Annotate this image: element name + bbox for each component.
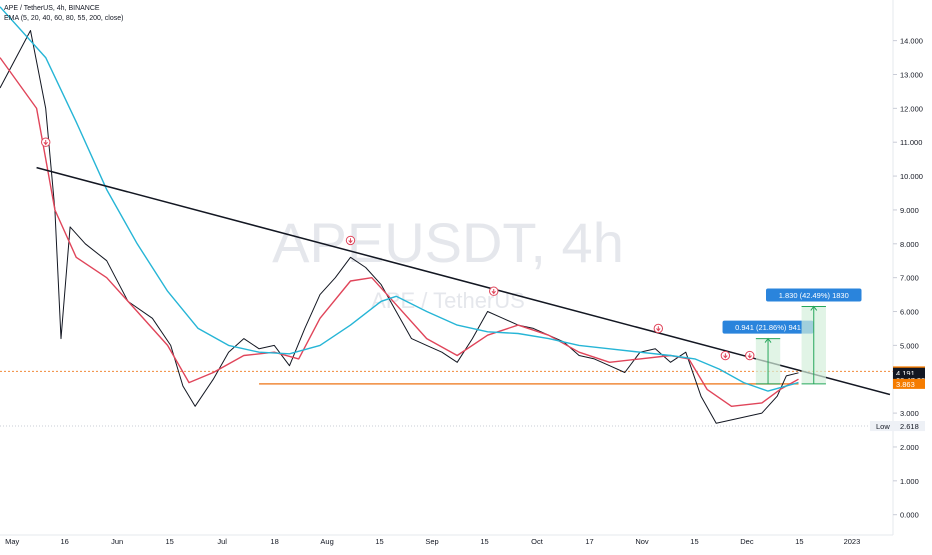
time-tick-label: Oct bbox=[531, 537, 544, 546]
time-tick-label: 18 bbox=[270, 537, 278, 546]
time-axis[interactable]: May 16 Jun 15 Jul 18 Aug 15 Sep 15 Oct 17 Nov 15 Dec 15… bbox=[5, 537, 860, 546]
time-tick-label: Jul bbox=[217, 537, 227, 546]
price-tick-label: 1.000 bbox=[900, 477, 919, 486]
low-label-value: 2.618 bbox=[900, 422, 919, 431]
down-arrow-marker bbox=[745, 350, 755, 361]
low-label: Low 2.618 bbox=[870, 421, 925, 432]
projection-label-bg bbox=[766, 288, 862, 302]
price-tick-label: 5.000 bbox=[900, 341, 919, 350]
price-tick-label: 0.000 bbox=[900, 511, 919, 520]
down-arrow-marker bbox=[720, 350, 731, 361]
time-tick-label: 2023 bbox=[844, 537, 861, 546]
price-tick-label: 3.000 bbox=[900, 409, 919, 418]
series-line-1 bbox=[0, 57, 799, 407]
price-label-bg bbox=[893, 367, 925, 378]
down-arrow-glyph bbox=[656, 326, 661, 332]
price-tick-label: 6.000 bbox=[900, 308, 919, 317]
time-tick-label: May bbox=[5, 537, 19, 546]
chart-header: APE / TetherUS, 4h, BINANCE EMA (5, 20, … bbox=[4, 4, 123, 24]
down-arrow-glyph bbox=[43, 140, 48, 146]
down-arrow-marker bbox=[41, 137, 51, 147]
time-tick-label: 15 bbox=[690, 537, 698, 546]
down-arrow-glyph bbox=[747, 353, 752, 359]
projection-arrow-head bbox=[764, 337, 772, 343]
price-tick-label: 8.000 bbox=[900, 240, 919, 249]
down-arrow-glyph bbox=[723, 353, 728, 359]
price-label: 4.191 bbox=[893, 367, 925, 378]
projection-box: 0.941 (21.86%) 941 bbox=[722, 320, 814, 385]
projection-label-bg bbox=[722, 320, 814, 334]
low-label-name: Low bbox=[876, 422, 890, 431]
time-tick-label: 15 bbox=[375, 537, 383, 546]
watermark-sub: APE / TetherUS bbox=[371, 288, 525, 313]
down-arrow-glyph bbox=[348, 238, 353, 244]
price-tick-label: 13.000 bbox=[900, 70, 923, 79]
price-tick-label: 11.000 bbox=[900, 138, 922, 147]
price-tick-label: 14.000 bbox=[900, 37, 923, 46]
price-tick-label: 12.000 bbox=[900, 104, 923, 113]
watermark: APEUSDT, 4h APE / TetherUS bbox=[272, 211, 624, 313]
price-axis[interactable]: 0.0001.0002.0003.0004.0005.0006.0007.000… bbox=[893, 37, 923, 520]
price-tick-label: 2.000 bbox=[900, 443, 919, 452]
time-tick-label: 15 bbox=[795, 537, 803, 546]
projection-box: 1.830 (42.49%) 1830 bbox=[766, 288, 862, 385]
projection-label: 1.830 (42.49%) 1830 bbox=[779, 291, 849, 300]
price-tick-label: 7.000 bbox=[900, 274, 919, 283]
price-label-text: 4.191 bbox=[896, 369, 915, 378]
price-tick-label: 9.000 bbox=[900, 206, 919, 215]
time-tick-label: Nov bbox=[635, 537, 649, 546]
down-arrow-glyph bbox=[491, 289, 496, 295]
down-arrow-marker bbox=[345, 235, 356, 246]
time-tick-label: Aug bbox=[320, 537, 333, 546]
price-tick-label: 10.000 bbox=[900, 172, 923, 181]
price-label-text: 3.863 bbox=[896, 380, 915, 389]
time-tick-label: 17 bbox=[585, 537, 593, 546]
low-label-bg bbox=[870, 421, 925, 432]
down-arrow-marker bbox=[489, 286, 499, 296]
time-tick-label: Dec bbox=[740, 537, 754, 546]
price-label: 3.863 bbox=[893, 378, 925, 389]
time-tick-label: 15 bbox=[480, 537, 488, 546]
series-line-0 bbox=[0, 30, 799, 424]
symbol-title[interactable]: APE / TetherUS, 4h, BINANCE bbox=[4, 5, 100, 12]
watermark-main: APEUSDT, 4h bbox=[272, 211, 624, 274]
projection-label: 0.941 (21.86%) 941 bbox=[735, 323, 801, 332]
indicator-legend[interactable]: EMA (5, 20, 40, 60, 80, 55, 200, close) bbox=[4, 15, 124, 22]
time-tick-label: Jun bbox=[111, 537, 123, 546]
projection-arrow-head bbox=[810, 305, 818, 311]
time-tick-label: Sep bbox=[425, 537, 438, 546]
time-tick-label: 15 bbox=[165, 537, 173, 546]
time-tick-label: 16 bbox=[61, 537, 69, 546]
series-line-2 bbox=[0, 6, 799, 392]
price-label-bg bbox=[893, 378, 925, 389]
down-arrow-marker bbox=[653, 323, 664, 334]
